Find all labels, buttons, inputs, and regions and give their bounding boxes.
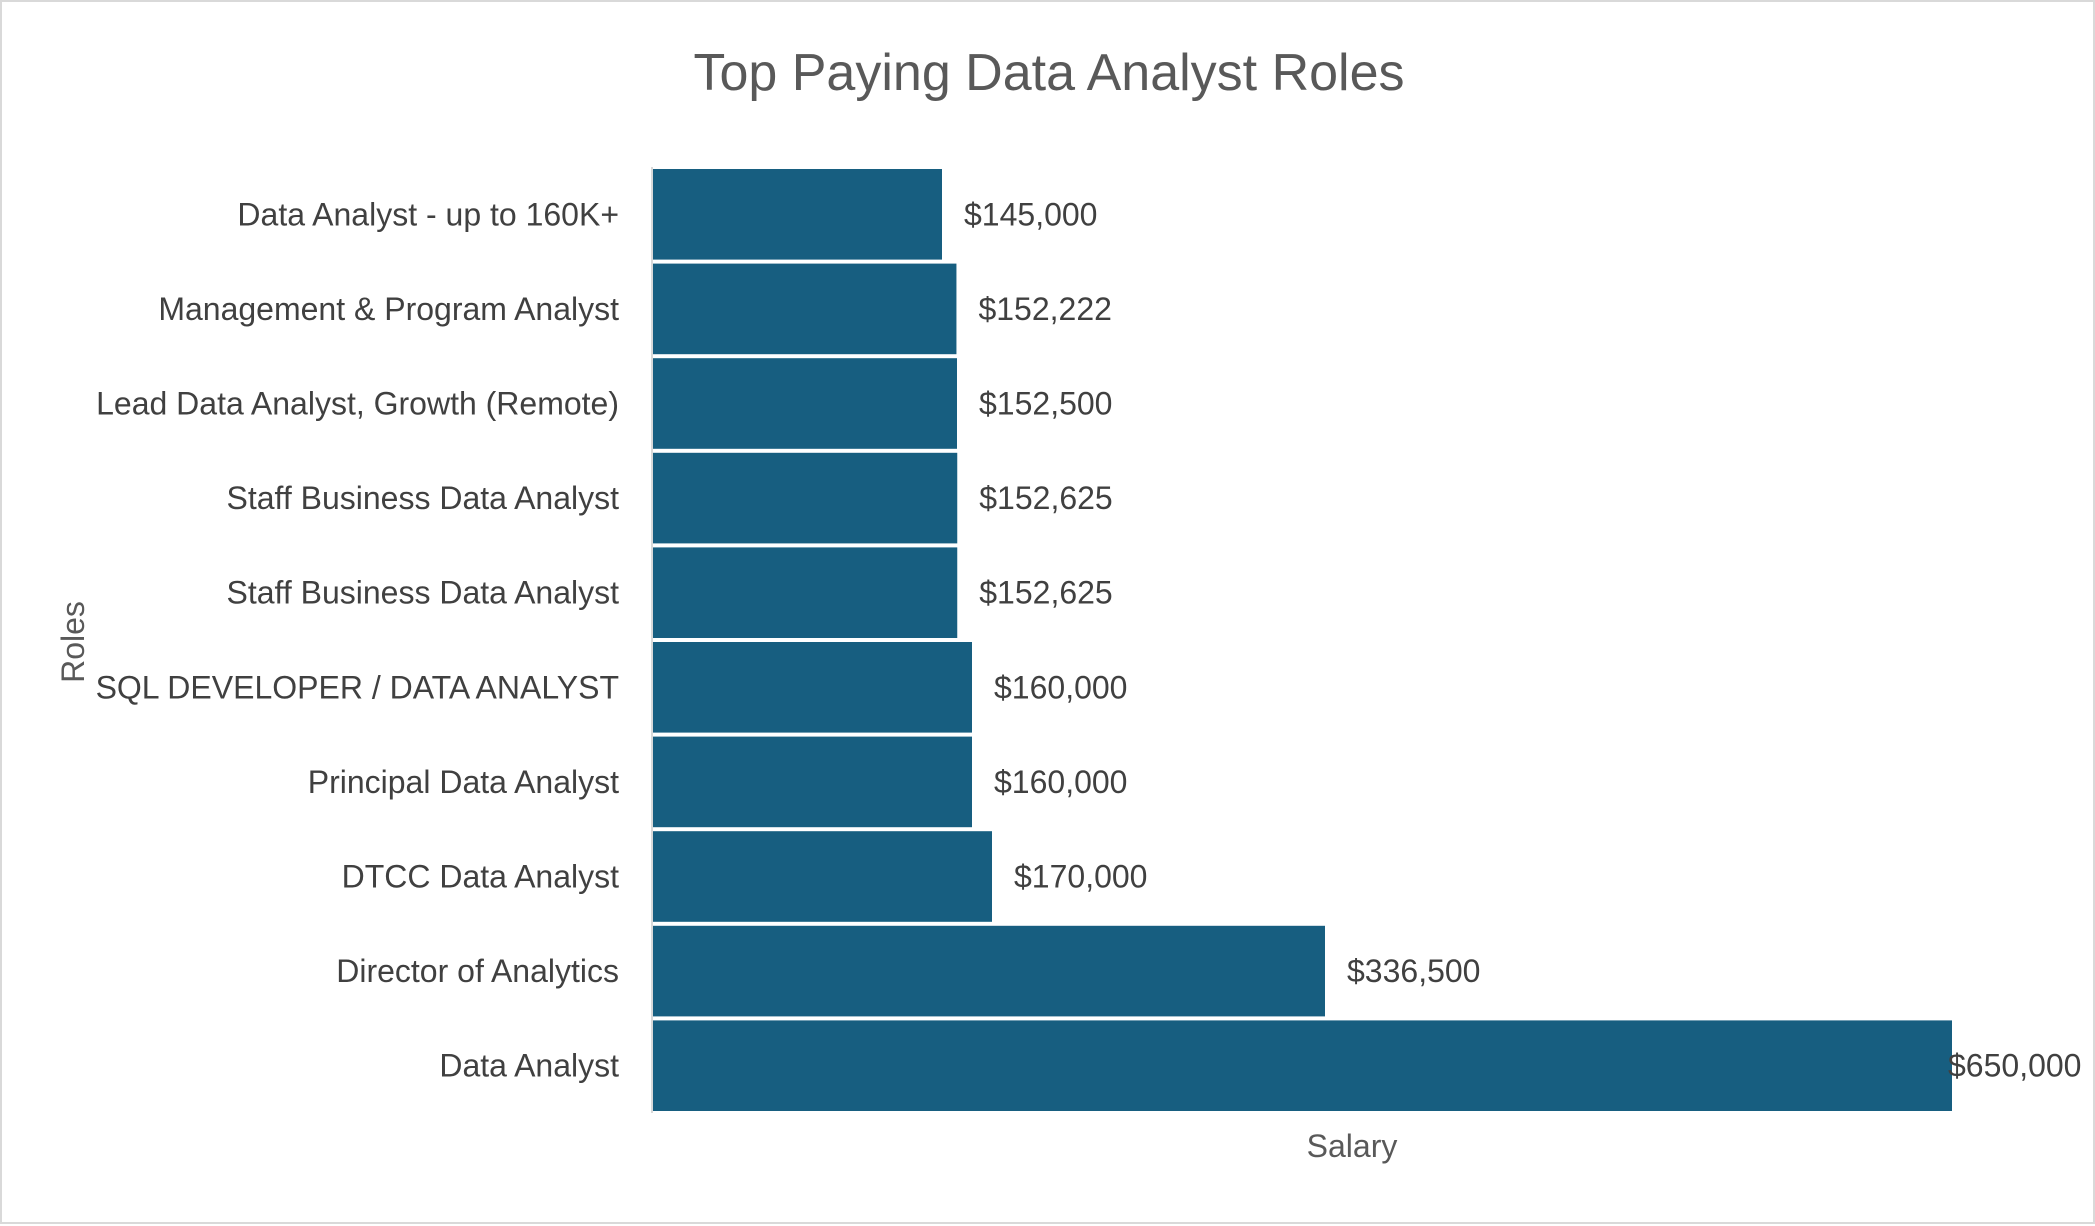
bar (652, 925, 1325, 1017)
data-label: $145,000 (964, 196, 1097, 232)
category-label: Data Analyst - up to 160K+ (237, 196, 619, 232)
bar (652, 642, 972, 733)
chart-title: Top Paying Data Analyst Roles (693, 44, 1404, 102)
bar (652, 1020, 1952, 1111)
data-label: $170,000 (1014, 859, 1147, 895)
category-label: Data Analyst (439, 1048, 619, 1084)
bar (652, 736, 972, 828)
x-axis-title: Salary (1307, 1128, 1398, 1164)
bar (652, 358, 957, 449)
bar (652, 452, 958, 544)
category-label: Lead Data Analyst, Growth (Remote) (96, 386, 619, 422)
data-label: $152,500 (979, 386, 1112, 422)
category-label: Director of Analytics (336, 953, 619, 989)
bars-group: Data Analyst - up to 160K+ $145,000 Manage… (96, 169, 2081, 1111)
data-label: $152,625 (979, 575, 1112, 611)
data-label: $160,000 (994, 669, 1127, 705)
category-label: Staff Business Data Analyst (226, 575, 619, 611)
bar (652, 831, 992, 922)
data-label: $650,000 (1948, 1048, 2081, 1084)
category-label: Staff Business Data Analyst (226, 480, 619, 516)
data-label: $152,222 (978, 291, 1111, 327)
category-label: DTCC Data Analyst (342, 859, 620, 895)
bar (652, 547, 958, 638)
bar (652, 169, 942, 260)
data-label: $160,000 (994, 764, 1127, 800)
data-label: $152,625 (979, 480, 1112, 516)
category-label: Principal Data Analyst (308, 764, 619, 800)
y-axis-title: Roles (55, 601, 91, 683)
category-label: Management & Program Analyst (158, 291, 619, 327)
bar (652, 263, 957, 355)
data-label: $336,500 (1347, 953, 1480, 989)
category-label: SQL DEVELOPER / DATA ANALYST (96, 669, 619, 705)
